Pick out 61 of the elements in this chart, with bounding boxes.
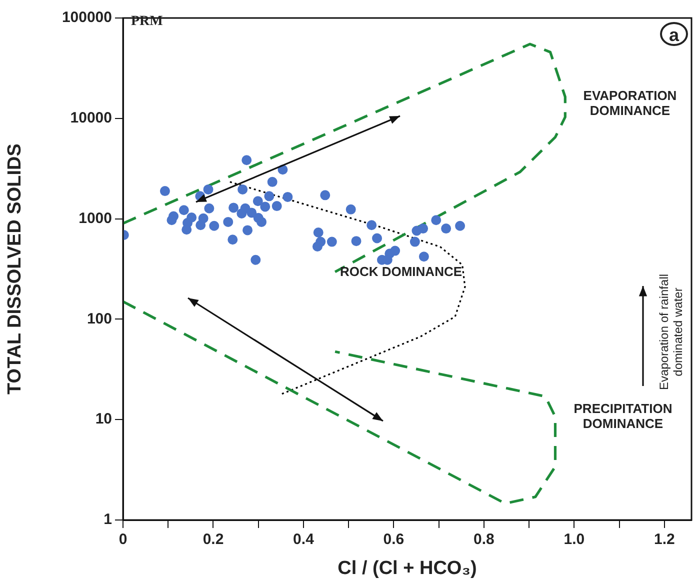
point — [410, 236, 420, 247]
point — [282, 192, 293, 202]
point — [455, 220, 466, 231]
point — [238, 184, 248, 194]
point — [312, 241, 322, 252]
point — [204, 203, 214, 214]
point — [242, 225, 253, 236]
point — [223, 216, 234, 227]
point — [264, 191, 274, 202]
y-tick-label: 1 — [104, 511, 112, 528]
x-tick-label: 0.6 — [383, 531, 404, 548]
point — [272, 201, 282, 212]
point — [260, 202, 270, 212]
point — [441, 224, 452, 234]
x-tick-label: 0.2 — [202, 531, 224, 548]
annotation: PRECIPITATION DOMINANCE — [572, 401, 674, 431]
line-series — [229, 181, 466, 396]
annotation: PRM — [131, 14, 164, 30]
point — [418, 252, 429, 262]
point — [228, 234, 238, 245]
point — [228, 202, 239, 213]
x-axis-title: Cl / (Cl + HCO₃) — [338, 558, 477, 579]
point — [313, 228, 324, 238]
point — [236, 208, 247, 218]
y-tick-label: 10000 — [70, 110, 112, 127]
x-tick-label: 0 — [118, 531, 128, 548]
y-tick-label: 1000 — [78, 210, 112, 227]
point — [209, 220, 220, 231]
annotation: ROCK DOMINANCE — [338, 264, 464, 279]
point — [242, 155, 252, 166]
point — [351, 236, 362, 246]
y-tick-label: 10 — [95, 410, 112, 428]
point — [252, 196, 263, 206]
point — [366, 220, 377, 230]
point — [250, 254, 261, 265]
point — [196, 220, 206, 230]
point — [203, 184, 214, 194]
point — [160, 186, 170, 196]
point — [418, 224, 428, 234]
x-tick-label: 0.4 — [293, 531, 315, 548]
point — [346, 204, 356, 214]
y-tick-label: 100000 — [62, 9, 112, 26]
annotation: EVAPORATION DOMINANCE — [582, 88, 678, 118]
y-axis-title: TOTAL DISSOLVED SOLIDS — [4, 144, 26, 394]
point — [372, 233, 382, 244]
point — [246, 208, 257, 218]
point — [166, 215, 177, 226]
x-tick-label: 1.0 — [564, 531, 585, 548]
point — [326, 236, 337, 247]
annotation: a — [660, 22, 688, 46]
line-series — [123, 300, 557, 505]
annotation: Evaporation of rainfall dominated water — [657, 274, 685, 390]
x-tick-label: 1.2 — [654, 531, 675, 548]
point — [267, 176, 278, 187]
point — [256, 216, 267, 227]
y-tick-label: 100 — [86, 310, 112, 328]
point — [178, 205, 189, 216]
x-tick-label: 0.8 — [474, 531, 494, 548]
point — [182, 224, 192, 235]
point — [431, 215, 442, 226]
point — [320, 190, 330, 200]
